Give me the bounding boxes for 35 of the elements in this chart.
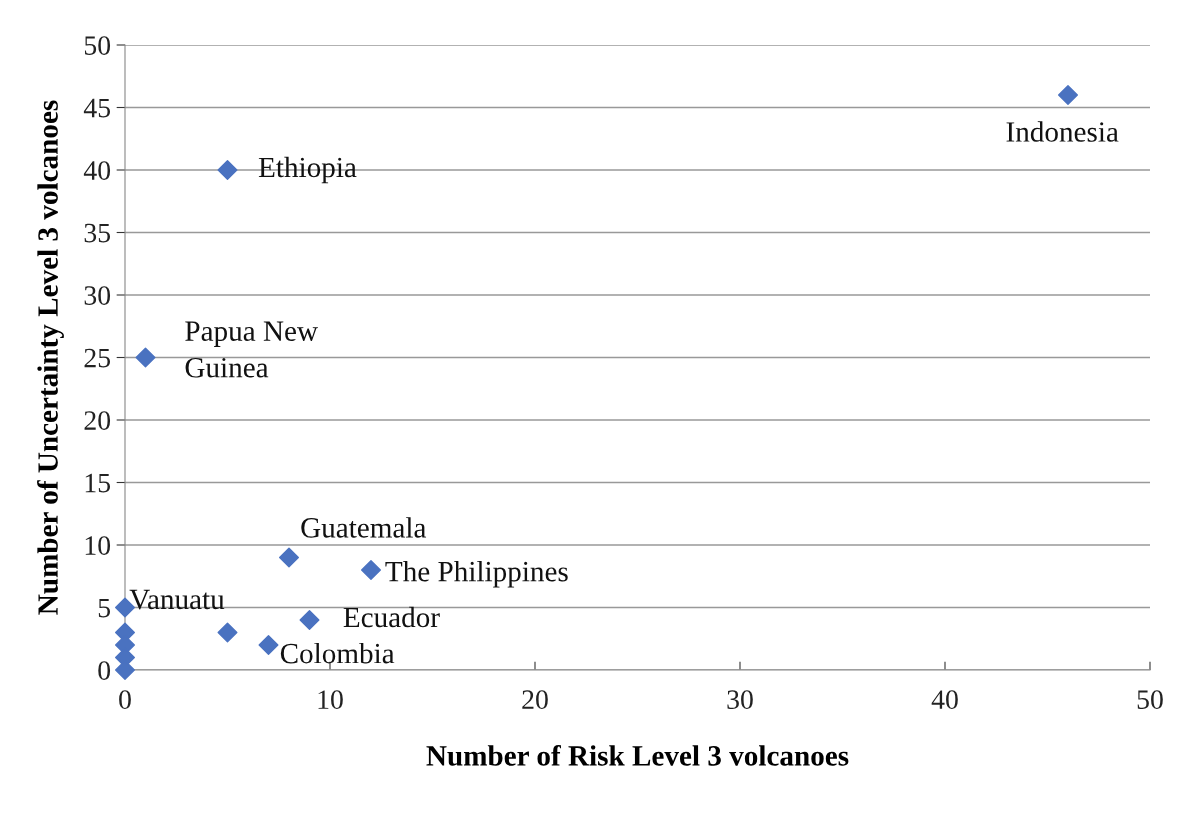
point [135,347,156,368]
y-tick-label: 40 [83,161,111,180]
point [217,622,238,643]
annotation: The Philippines [385,560,568,588]
annotation: Guatemala [301,517,427,538]
annotation: Ecuador [343,606,440,628]
x-tick-label: 50 [1137,690,1163,709]
x-tick-label: 20 [522,690,548,709]
point [258,634,279,656]
y-tick-label: 30 [84,286,111,305]
point [278,547,300,568]
y-tick-label: 45 [83,98,111,118]
x-tick-label: 30 [727,690,753,709]
y-tick-label: 15 [85,473,111,493]
annotation: Papua New Guinea [185,321,318,378]
y-tick-label: 25 [84,348,111,368]
annotation: Vanuatu [129,589,225,610]
point [299,609,320,631]
y-axis-title: Number of Uncertainty Level 3 volcanoes [37,100,64,615]
x-tick-label: 40 [931,690,958,709]
annotation: Colombia [280,642,395,664]
y-tick-label: 20 [84,411,111,430]
annotation: Indonesia [1006,121,1119,142]
x-axis-title: Number of Risk Level 3 volcanoes [426,744,849,766]
point [360,559,382,581]
x-tick-label: 10 [318,690,343,709]
point [1057,84,1079,106]
x-tick-label: 0 [119,690,131,709]
y-tick-label: 5 [98,598,111,618]
annotation: Ethiopia [258,156,357,184]
y-tick-label: 50 [84,36,111,55]
point [217,159,238,181]
y-tick-label: 10 [85,536,111,555]
y-tick-label: 0 [98,661,111,680]
y-tick-label: 35 [84,223,111,243]
